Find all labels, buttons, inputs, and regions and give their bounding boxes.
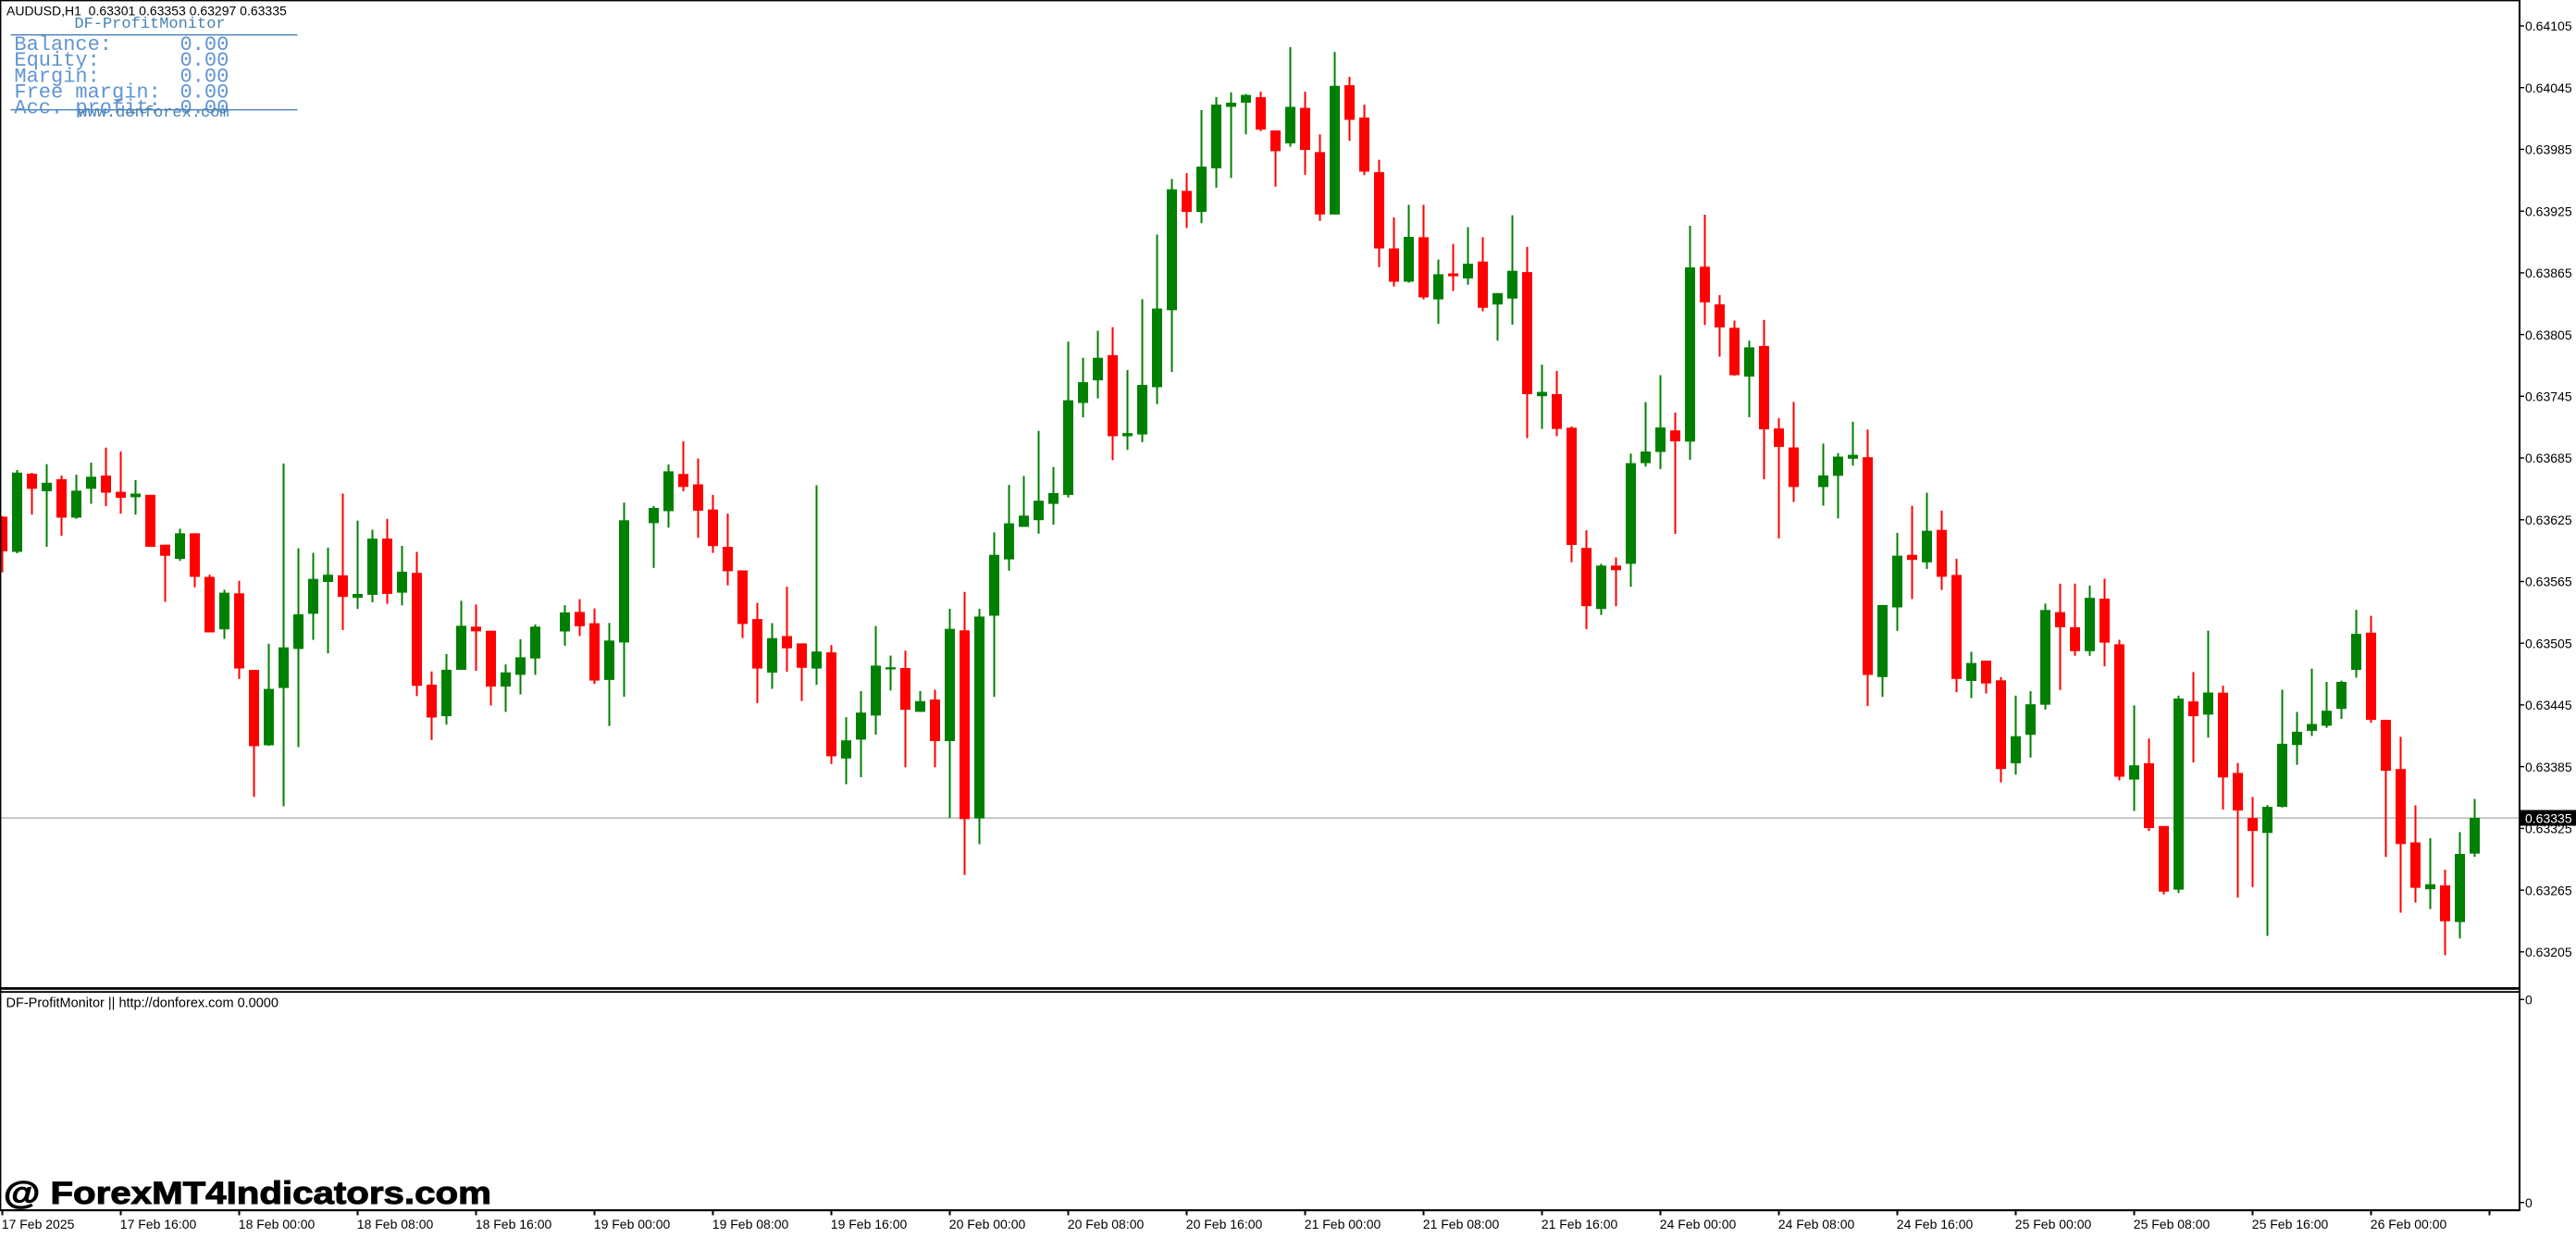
svg-text:0.63985: 0.63985 [2525, 142, 2572, 157]
svg-text:0.63865: 0.63865 [2525, 266, 2572, 280]
svg-text:24 Feb 08:00: 24 Feb 08:00 [1778, 1217, 1855, 1231]
svg-text:0.64105: 0.64105 [2525, 19, 2572, 33]
svg-text:Acc. profit:: Acc. profit: [14, 97, 160, 120]
svg-text:19 Feb 16:00: 19 Feb 16:00 [831, 1217, 908, 1231]
svg-text:0.63565: 0.63565 [2525, 575, 2572, 589]
svg-text:18 Feb 16:00: 18 Feb 16:00 [476, 1217, 552, 1231]
svg-text:19 Feb 08:00: 19 Feb 08:00 [712, 1217, 789, 1231]
svg-text:DF-ProfitMonitor || http://don: DF-ProfitMonitor || http://donforex.com … [6, 996, 279, 1010]
svg-text:0.00: 0.00 [180, 80, 229, 104]
svg-text:17 Feb 2025: 17 Feb 2025 [2, 1217, 75, 1231]
svg-text:25 Feb 08:00: 25 Feb 08:00 [2134, 1217, 2211, 1231]
svg-text:@ ForexMT4Indicators.com: @ ForexMT4Indicators.com [4, 1175, 491, 1210]
svg-text:0.00: 0.00 [180, 49, 229, 72]
svg-text:0.63805: 0.63805 [2525, 328, 2572, 342]
svg-text:0: 0 [2525, 992, 2533, 1007]
svg-text:Free margin:: Free margin: [14, 80, 160, 104]
svg-text:20 Feb 08:00: 20 Feb 08:00 [1068, 1217, 1145, 1231]
svg-text:0.64045: 0.64045 [2525, 80, 2572, 95]
svg-text:26 Feb 00:00: 26 Feb 00:00 [2371, 1217, 2447, 1231]
svg-text:19 Feb 00:00: 19 Feb 00:00 [594, 1217, 671, 1231]
svg-text:21 Feb 00:00: 21 Feb 00:00 [1305, 1217, 1381, 1231]
svg-text:AUDUSD,H1 0.63301 0.63353 0.6: AUDUSD,H1 0.63301 0.63353 0.63297 0.6333… [6, 3, 287, 18]
svg-text:24 Feb 16:00: 24 Feb 16:00 [1897, 1217, 1974, 1231]
svg-text:20 Feb 00:00: 20 Feb 00:00 [949, 1217, 1026, 1231]
svg-text:21 Feb 08:00: 21 Feb 08:00 [1423, 1217, 1500, 1231]
svg-text:0.63505: 0.63505 [2525, 636, 2572, 650]
svg-text:www.donforex.com: www.donforex.com [78, 105, 229, 122]
svg-text:0.63445: 0.63445 [2525, 698, 2572, 712]
svg-text:DF-ProfitMonitor: DF-ProfitMonitor [74, 16, 225, 33]
svg-text:21 Feb 16:00: 21 Feb 16:00 [1542, 1217, 1618, 1231]
svg-text:18 Feb 08:00: 18 Feb 08:00 [357, 1217, 434, 1231]
svg-text:0.00: 0.00 [180, 97, 229, 120]
svg-text:0.63335: 0.63335 [2525, 811, 2572, 826]
svg-text:24 Feb 00:00: 24 Feb 00:00 [1660, 1217, 1737, 1231]
svg-text:17 Feb 16:00: 17 Feb 16:00 [120, 1217, 197, 1231]
svg-text:25 Feb 00:00: 25 Feb 00:00 [2015, 1217, 2092, 1231]
svg-text:25 Feb 16:00: 25 Feb 16:00 [2252, 1217, 2329, 1231]
svg-text:0: 0 [2525, 1195, 2533, 1210]
svg-text:Margin:: Margin: [14, 65, 99, 88]
svg-text:0.00: 0.00 [180, 65, 229, 88]
svg-text:20 Feb 16:00: 20 Feb 16:00 [1186, 1217, 1263, 1231]
svg-text:0.63925: 0.63925 [2525, 204, 2572, 218]
svg-text:Balance:: Balance: [14, 33, 112, 56]
svg-text:0.63745: 0.63745 [2525, 390, 2572, 404]
svg-text:18 Feb 00:00: 18 Feb 00:00 [239, 1217, 316, 1231]
svg-text:0.63205: 0.63205 [2525, 945, 2572, 959]
svg-text:0.63685: 0.63685 [2525, 451, 2572, 465]
svg-text:0.63625: 0.63625 [2525, 513, 2572, 527]
svg-text:0.63385: 0.63385 [2525, 760, 2572, 774]
svg-text:0.63265: 0.63265 [2525, 883, 2572, 897]
svg-text:Equity:: Equity: [14, 49, 99, 72]
svg-text:0.00: 0.00 [180, 33, 229, 56]
